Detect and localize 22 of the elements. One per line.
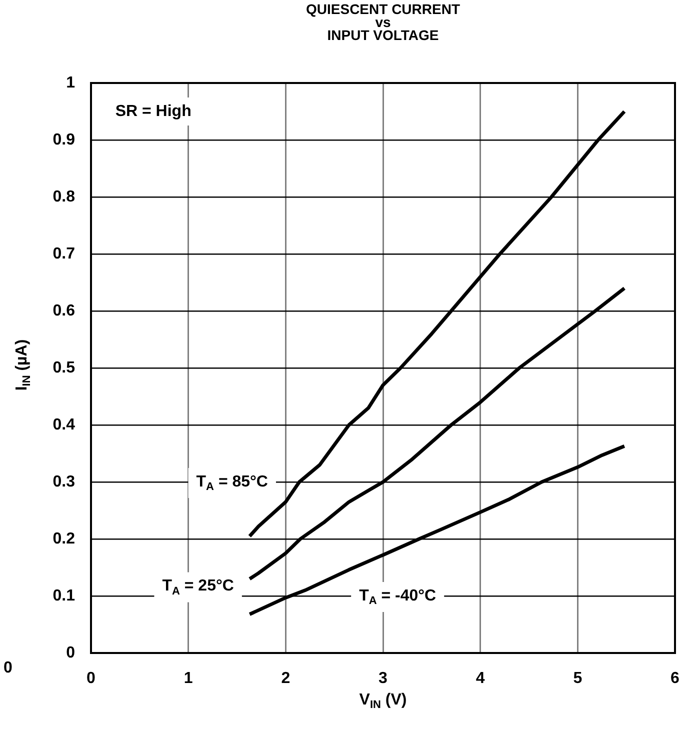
y-tick-label: 0.3 <box>52 473 76 490</box>
x-tick-label: 6 <box>670 670 680 688</box>
chart-title: QUIESCENT CURRENT vs INPUT VOLTAGE <box>306 0 460 43</box>
y-tick-label: 0.4 <box>52 416 76 434</box>
y-tick-label: 0.8 <box>52 188 76 206</box>
x-tick-label: 3 <box>378 670 388 688</box>
y-tick-label: 1 <box>66 74 76 92</box>
x-tick-label: 0 <box>86 670 96 688</box>
y-tick-label: 0.9 <box>52 131 76 148</box>
y-tick-label: 0.6 <box>52 302 76 320</box>
x-tick-label: 4 <box>476 670 485 688</box>
y-tick-label: 0.7 <box>52 245 76 262</box>
annotation: SR = High <box>115 102 192 120</box>
y-tick-label: 0.5 <box>52 359 76 376</box>
y-axis-title: IIN (µA) <box>13 339 34 391</box>
x-tick-label: 1 <box>184 670 193 688</box>
y-tick-label: 0.2 <box>52 530 76 548</box>
y-tick-label: 0 <box>66 644 76 662</box>
y-tick-label: 0.1 <box>52 587 76 604</box>
x-tick-label: 2 <box>281 670 290 688</box>
x-tick-label: 5 <box>573 670 582 688</box>
text: 0 <box>4 659 13 676</box>
